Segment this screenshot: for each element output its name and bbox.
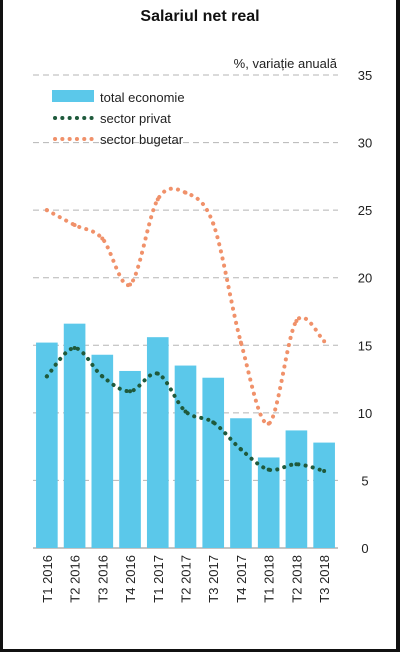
- series-line: [44, 186, 327, 426]
- legend-swatch: [52, 90, 94, 102]
- x-tick-label: T4 2017: [234, 555, 249, 603]
- bar: [36, 342, 58, 548]
- bar: [174, 365, 197, 548]
- x-tick-label: T2 2018: [289, 555, 304, 603]
- legend-label: sector bugetar: [100, 132, 184, 147]
- x-tick-label: T1 2017: [151, 555, 166, 603]
- data-point: [44, 208, 49, 213]
- bar: [119, 370, 141, 548]
- x-tick-labels: T1 2016 T2 2016 T3 2016 T4 2016 T1 2017 T2 20…: [40, 555, 332, 603]
- data-point: [238, 447, 243, 452]
- series-line: [44, 345, 327, 473]
- x-tick-label: T1 2016: [40, 555, 55, 603]
- unit-label: %, variație anuală: [234, 56, 338, 71]
- data-point: [266, 467, 271, 472]
- data-point: [183, 409, 188, 414]
- bar: [230, 418, 252, 548]
- bar: [63, 323, 86, 548]
- x-tick-label: T2 2017: [179, 555, 194, 603]
- chart-title: Salariul net real: [140, 8, 259, 25]
- data-point: [211, 221, 216, 226]
- x-tick-label: T3 2018: [317, 555, 332, 603]
- data-point: [183, 190, 188, 195]
- y-tick-label: 35: [358, 68, 372, 83]
- x-tick-label: T2 2016: [68, 555, 83, 603]
- data-point: [100, 236, 105, 241]
- y-tick-label: 25: [358, 203, 372, 218]
- data-point: [294, 318, 299, 323]
- data-point: [294, 462, 299, 467]
- data-point: [266, 421, 271, 426]
- data-point: [72, 345, 77, 350]
- bar: [91, 354, 114, 548]
- data-point: [322, 468, 327, 473]
- x-tick-label: T1 2018: [262, 555, 277, 603]
- data-point: [155, 197, 160, 202]
- data-point: [211, 420, 216, 425]
- x-tick-label: T3 2017: [206, 555, 221, 603]
- y-tick-label: 10: [358, 406, 372, 421]
- data-point: [72, 223, 77, 228]
- data-point: [128, 282, 133, 287]
- data-point: [238, 340, 243, 345]
- y-tick-label: 5: [361, 473, 368, 488]
- data-point: [128, 389, 133, 394]
- y-tick-label: 0: [361, 541, 368, 556]
- data-point: [100, 374, 105, 379]
- x-tick-label: T3 2016: [95, 555, 110, 603]
- legend: total economie sector privat sector bugeta…: [52, 90, 185, 147]
- y-tick-label: 20: [358, 271, 372, 286]
- bar: [202, 377, 225, 548]
- y-tick-label: 30: [358, 136, 372, 151]
- data-point: [44, 374, 49, 379]
- bars: [36, 323, 335, 548]
- bar: [257, 457, 280, 548]
- y-tick-labels: 0 5 10 15 20 25 30 35: [358, 68, 372, 556]
- x-tick-label: T4 2016: [123, 555, 138, 603]
- bar: [285, 430, 308, 548]
- y-tick-label: 15: [358, 338, 372, 353]
- data-point: [155, 371, 160, 376]
- bar: [313, 442, 335, 548]
- legend-label: total economie: [100, 90, 185, 105]
- bar: [146, 337, 169, 548]
- series-lines: [44, 186, 327, 473]
- data-point: [322, 339, 327, 344]
- legend-label: sector privat: [100, 111, 171, 126]
